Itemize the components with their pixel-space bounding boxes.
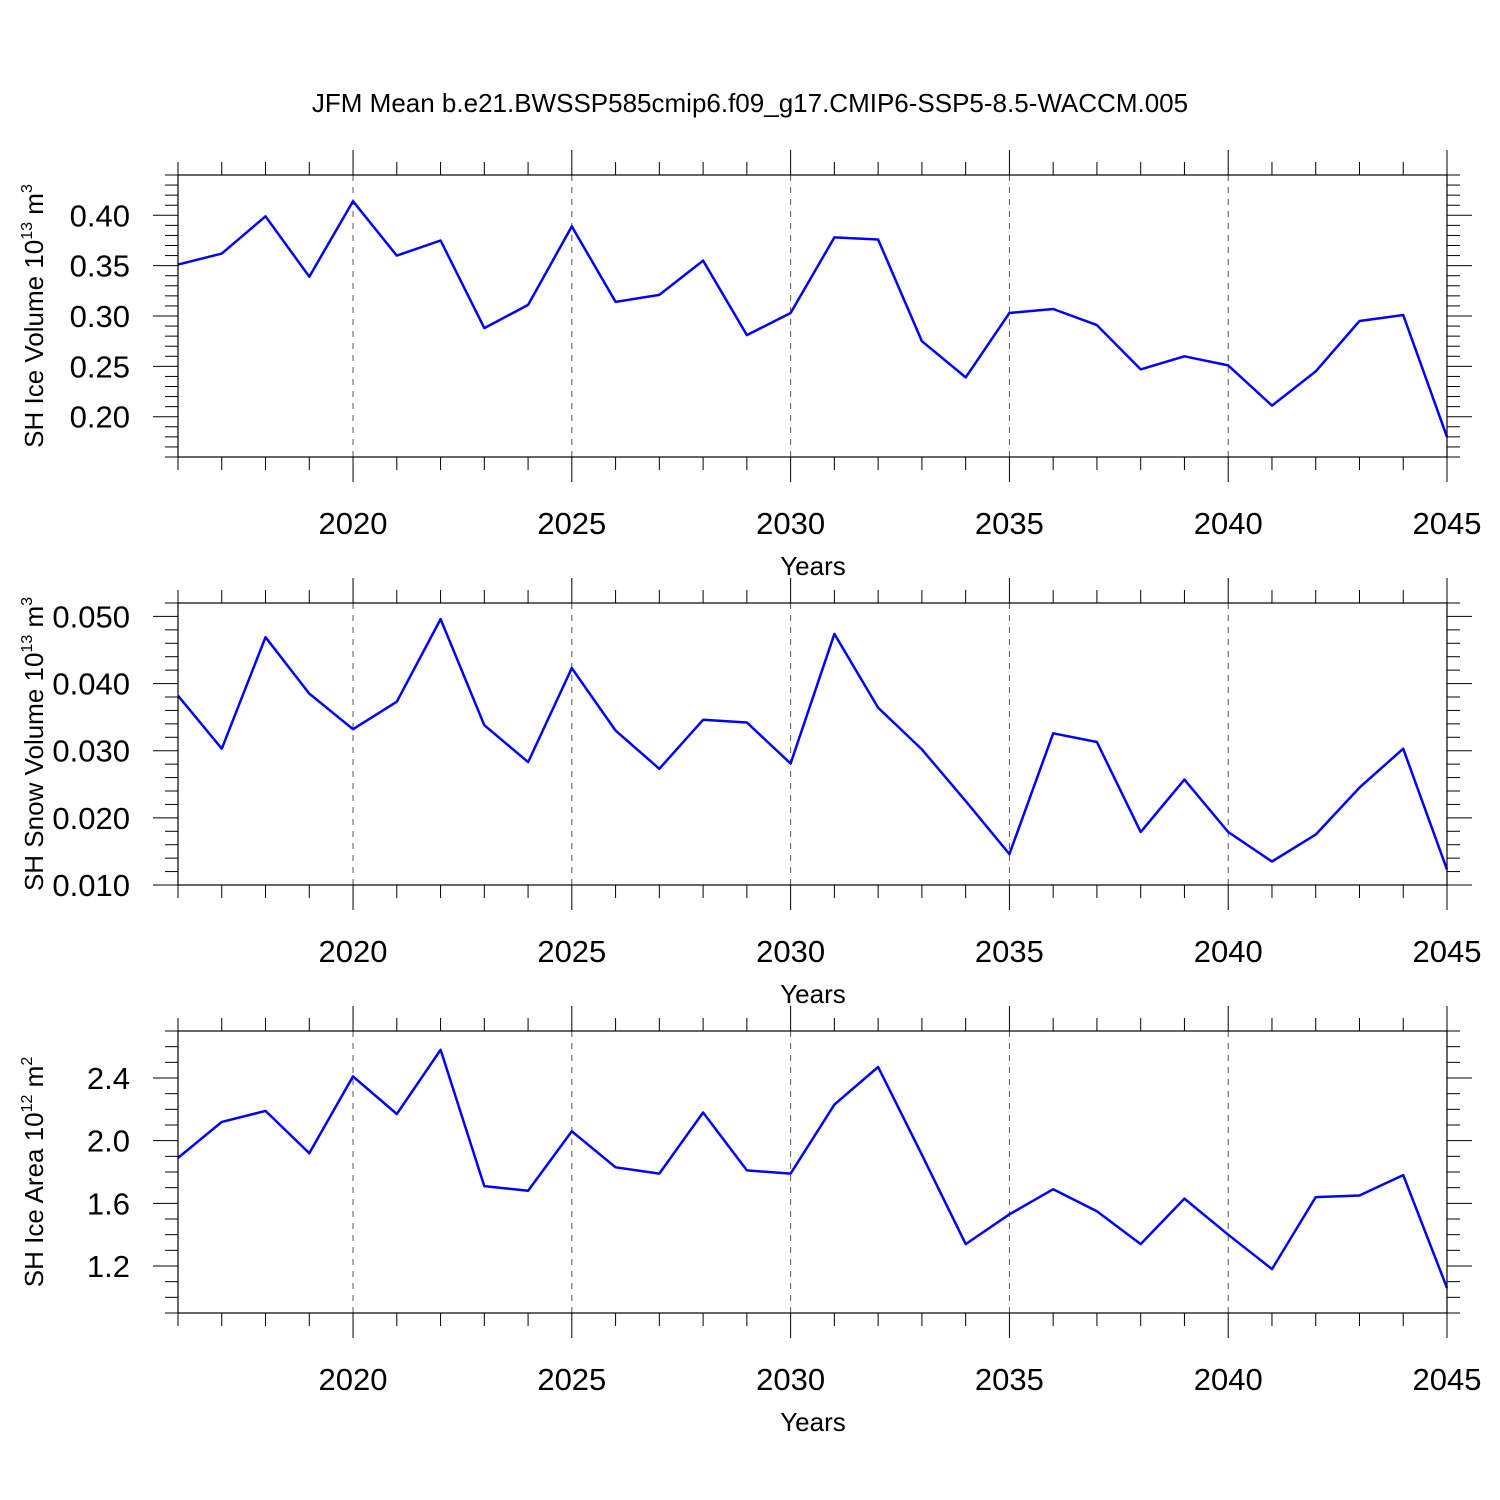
y-tick-label: 2.0	[87, 1124, 130, 1159]
x-axis-label: Years	[780, 979, 846, 1009]
y-tick-label: 0.30	[70, 299, 130, 334]
panel-2: 0.010 0.020 0.030 0.040 0.050 2020 2025 2030 203…	[19, 578, 1481, 1009]
plot-frame	[177, 602, 1448, 886]
y-tick-label: 2.4	[87, 1061, 130, 1096]
x-tick-label: 2020	[319, 1362, 388, 1397]
x-tick-label: 2040	[1194, 1362, 1263, 1397]
y-tick-label: 0.35	[70, 249, 130, 284]
y-axis-label: SH Snow Volume 1013 m3	[19, 597, 49, 891]
y-tick-label: 1.6	[87, 1186, 130, 1221]
x-tick-label: 2030	[756, 934, 825, 969]
y-tick-label: 0.020	[52, 801, 130, 836]
y-tick-label: 0.20	[70, 400, 130, 435]
y-axis-label: SH Ice Area 1012 m2	[19, 1057, 49, 1288]
x-tick-label: 2030	[756, 1362, 825, 1397]
y-tick-label: 0.040	[52, 667, 130, 702]
panel-3: 1.2 1.6 2.0 2.4 2020 2025 2030 2035 2040 2045 Year…	[19, 1006, 1481, 1437]
x-tick-label: 2035	[975, 934, 1044, 969]
x-axis-label: Years	[780, 1407, 846, 1437]
y-tick-label: 0.050	[52, 599, 130, 634]
x-tick-label: 2025	[537, 1362, 606, 1397]
y-tick-label: 0.010	[52, 868, 130, 903]
x-tick-label: 2045	[1413, 506, 1482, 541]
x-tick-label: 2030	[756, 506, 825, 541]
plot-frame	[177, 1030, 1448, 1314]
plot-frame	[177, 174, 1448, 458]
x-tick-label: 2025	[537, 934, 606, 969]
x-tick-label: 2035	[975, 1362, 1044, 1397]
x-tick-label: 2040	[1194, 506, 1263, 541]
x-axis-label: Years	[780, 551, 846, 581]
x-tick-label: 2020	[319, 934, 388, 969]
x-tick-label: 2035	[975, 506, 1044, 541]
y-tick-label: 0.25	[70, 349, 130, 384]
y-tick-label: 0.40	[70, 198, 130, 233]
y-tick-label: 1.2	[87, 1249, 130, 1284]
series-line	[177, 617, 1449, 871]
x-tick-label: 2020	[319, 506, 388, 541]
chart-title: JFM Mean b.e21.BWSSP585cmip6.f09_g17.CMI…	[312, 88, 1188, 118]
series-line	[177, 199, 1449, 438]
y-axis-label: SH Ice Volume 1013 m3	[19, 184, 49, 448]
series-line	[177, 1048, 1449, 1289]
x-tick-label: 2040	[1194, 934, 1263, 969]
x-tick-label: 2045	[1413, 1362, 1482, 1397]
x-tick-label: 2025	[537, 506, 606, 541]
panels: 0.20 0.25 0.30 0.35 0.40 2020 2025 2030 2035 2040…	[19, 150, 1481, 1437]
y-tick-label: 0.030	[52, 734, 130, 769]
x-tick-label: 2045	[1413, 934, 1482, 969]
panel-1: 0.20 0.25 0.30 0.35 0.40 2020 2025 2030 2035 2040…	[19, 150, 1481, 581]
